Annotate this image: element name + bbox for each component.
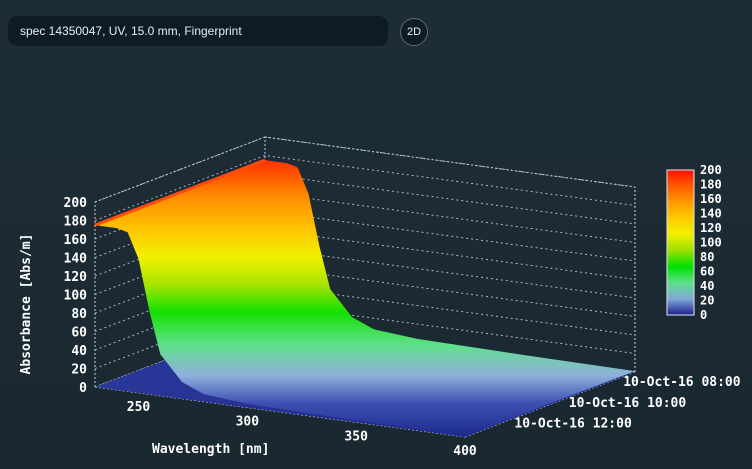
time-tick-label: 10-Oct-16 08:00 [623,375,741,390]
y-tick-label: 200 [64,196,88,211]
colorbar-tick-label: 0 [700,308,707,322]
spectrum-title-bar: spec 14350047, UV, 15.0 mm, Fingerprint [8,16,388,46]
colorbar-tick-label: 40 [700,279,714,293]
colorbar-tick-label: 20 [700,294,714,308]
y-tick-label: 160 [64,233,88,248]
absorbance-surface [94,158,635,437]
grid-line [94,154,636,221]
y-tick-label: 140 [64,252,88,267]
y-axis-ticks: 0 20 40 60 80 100 120 140 160 180 200 [64,196,88,396]
surface-wall [95,160,635,437]
time-tick-label: 10-Oct-16 12:00 [514,417,632,432]
colorbar-tick-label: 140 [700,207,722,221]
x-tick-label: 250 [127,400,151,415]
view-2d-button[interactable]: 2D [400,18,428,46]
grid-line [94,302,636,369]
grid-line [94,284,636,351]
grid-line [94,136,636,203]
y-tick-label: 120 [64,270,88,285]
colorbar-tick-label: 200 [700,163,722,177]
surface-ridge-line [94,158,266,227]
y-tick-label: 20 [71,363,87,378]
x-tick-label: 400 [453,444,477,459]
colorbar-tick-label: 120 [700,221,722,235]
back-top-edge [264,136,636,188]
colorbar-tick-label: 100 [700,236,722,250]
spectrum-label: spec 14350047, UV, 15.0 mm, Fingerprint [20,24,242,38]
y-tick-label: 80 [71,307,87,322]
y-axis-label: Absorbance [Abs/m] [19,234,34,375]
x-tick-label: 300 [236,415,260,430]
y-tick-label: 60 [71,326,87,341]
time-tick-label: 10-Oct-16 10:00 [569,396,687,411]
colorbar-scale [666,169,695,316]
time-axis-ticks: 10-Oct-16 08:00 10-Oct-16 10:00 10-Oct-16 … [514,375,740,432]
x-axis-label: Wavelength [nm] [152,442,269,457]
colorbar-tick-label: 160 [700,192,722,206]
y-tick-label: 100 [64,289,88,304]
colorbar-tick-label: 60 [700,265,714,279]
colorbar-tick-label: 80 [700,250,714,264]
x-axis-ticks: 250 300 350 400 [127,400,477,459]
colorbar-tick-label: 180 [700,178,722,192]
y-tick-label: 180 [64,215,88,230]
x-tick-label: 350 [344,429,368,444]
y-tick-label: 0 [79,381,87,396]
y-tick-label: 40 [71,344,87,359]
